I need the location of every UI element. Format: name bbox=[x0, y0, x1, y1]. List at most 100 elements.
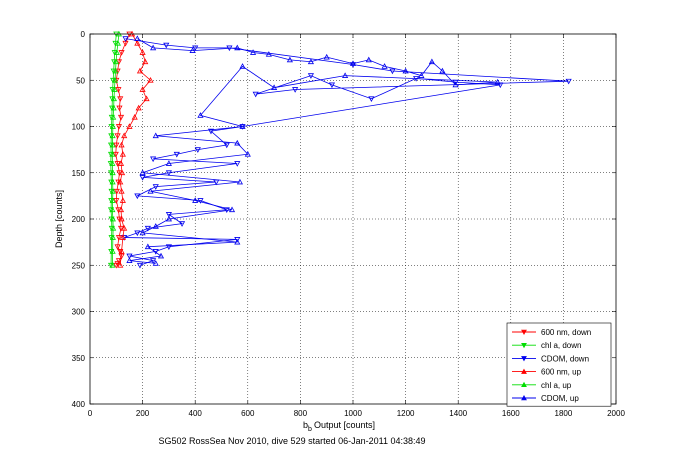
data-point bbox=[134, 40, 141, 46]
data-point bbox=[234, 44, 241, 51]
data-point bbox=[165, 160, 172, 166]
legend-swatch-marker bbox=[521, 368, 527, 374]
data-point bbox=[117, 178, 124, 185]
data-point bbox=[131, 114, 138, 120]
x-tick-label: 0 bbox=[88, 409, 93, 418]
data-point bbox=[111, 86, 118, 92]
x-tick-label: 1000 bbox=[344, 409, 362, 418]
y-tick-label: 150 bbox=[72, 169, 86, 178]
data-point bbox=[110, 68, 117, 75]
data-point bbox=[139, 169, 146, 176]
data-point bbox=[109, 248, 116, 254]
data-point bbox=[117, 225, 125, 232]
data-point bbox=[112, 151, 119, 158]
data-point bbox=[157, 252, 165, 259]
data-point bbox=[118, 50, 125, 56]
data-point bbox=[113, 49, 120, 55]
series-line bbox=[124, 38, 569, 266]
data-point bbox=[368, 96, 375, 102]
data-point bbox=[234, 139, 241, 146]
legend-box bbox=[506, 322, 612, 407]
data-point bbox=[114, 40, 121, 46]
data-point bbox=[110, 95, 118, 102]
data-point bbox=[117, 96, 124, 102]
data-point bbox=[109, 169, 116, 176]
data-point bbox=[109, 188, 116, 194]
data-point bbox=[136, 67, 144, 74]
legend-swatch-marker bbox=[521, 356, 527, 362]
data-point bbox=[252, 91, 259, 98]
data-point bbox=[143, 95, 150, 102]
data-point bbox=[115, 179, 122, 186]
data-point bbox=[152, 260, 159, 266]
y-axis-label: Depth [counts] bbox=[54, 190, 64, 248]
data-point bbox=[110, 77, 117, 84]
data-point bbox=[239, 63, 246, 69]
series-line bbox=[119, 33, 152, 266]
y-tick-label: 200 bbox=[72, 215, 86, 224]
data-point bbox=[197, 198, 204, 204]
data-layer bbox=[107, 30, 572, 269]
x-tick-label: 2000 bbox=[607, 409, 625, 418]
data-point bbox=[189, 47, 196, 53]
data-point bbox=[117, 206, 125, 213]
data-point bbox=[109, 206, 116, 213]
data-point bbox=[286, 56, 293, 63]
data-point bbox=[165, 244, 172, 250]
legend-label: CDOM, up bbox=[541, 394, 579, 403]
data-point bbox=[234, 237, 241, 243]
data-point bbox=[207, 128, 215, 135]
data-point bbox=[342, 72, 349, 78]
data-point bbox=[107, 262, 115, 269]
data-point bbox=[115, 235, 123, 241]
data-point bbox=[223, 142, 230, 149]
data-point bbox=[115, 124, 123, 130]
data-point bbox=[114, 68, 121, 75]
data-point bbox=[109, 215, 116, 222]
x-tick-label: 400 bbox=[189, 409, 203, 418]
data-point bbox=[142, 58, 149, 65]
data-point bbox=[144, 225, 151, 232]
data-point bbox=[165, 170, 172, 176]
series-6 bbox=[126, 35, 501, 266]
y-tick-label: 350 bbox=[72, 354, 86, 363]
data-point bbox=[139, 86, 146, 92]
data-point bbox=[249, 49, 257, 55]
data-point bbox=[152, 223, 159, 229]
legend-label: CDOM, down bbox=[541, 354, 589, 363]
series-line bbox=[111, 33, 120, 266]
x-tick-label: 1600 bbox=[502, 409, 520, 418]
data-point bbox=[114, 161, 121, 167]
data-point bbox=[307, 58, 314, 65]
data-point bbox=[126, 123, 133, 129]
data-point bbox=[234, 161, 241, 167]
grid bbox=[90, 34, 616, 404]
data-point bbox=[114, 244, 121, 250]
x-axis-label-text: Output [counts] bbox=[314, 420, 375, 430]
data-point bbox=[109, 123, 116, 129]
data-point bbox=[402, 67, 409, 74]
data-point bbox=[381, 63, 388, 69]
data-point bbox=[111, 59, 118, 65]
data-point bbox=[111, 77, 119, 83]
data-point bbox=[134, 35, 141, 41]
data-point bbox=[114, 133, 121, 139]
data-point bbox=[134, 230, 141, 237]
data-point bbox=[109, 178, 116, 185]
data-point bbox=[110, 114, 117, 120]
data-point bbox=[328, 82, 336, 89]
y-tick-label: 300 bbox=[72, 308, 86, 317]
data-point bbox=[565, 78, 572, 85]
data-point bbox=[150, 44, 157, 51]
data-point bbox=[136, 262, 144, 269]
legend-swatch-marker bbox=[521, 381, 527, 388]
data-point bbox=[165, 212, 172, 218]
data-point bbox=[194, 147, 201, 153]
data-point bbox=[110, 225, 117, 231]
data-point bbox=[116, 216, 123, 223]
data-point bbox=[117, 160, 125, 166]
data-point bbox=[349, 62, 357, 68]
data-point bbox=[307, 73, 314, 79]
data-point bbox=[113, 142, 120, 149]
